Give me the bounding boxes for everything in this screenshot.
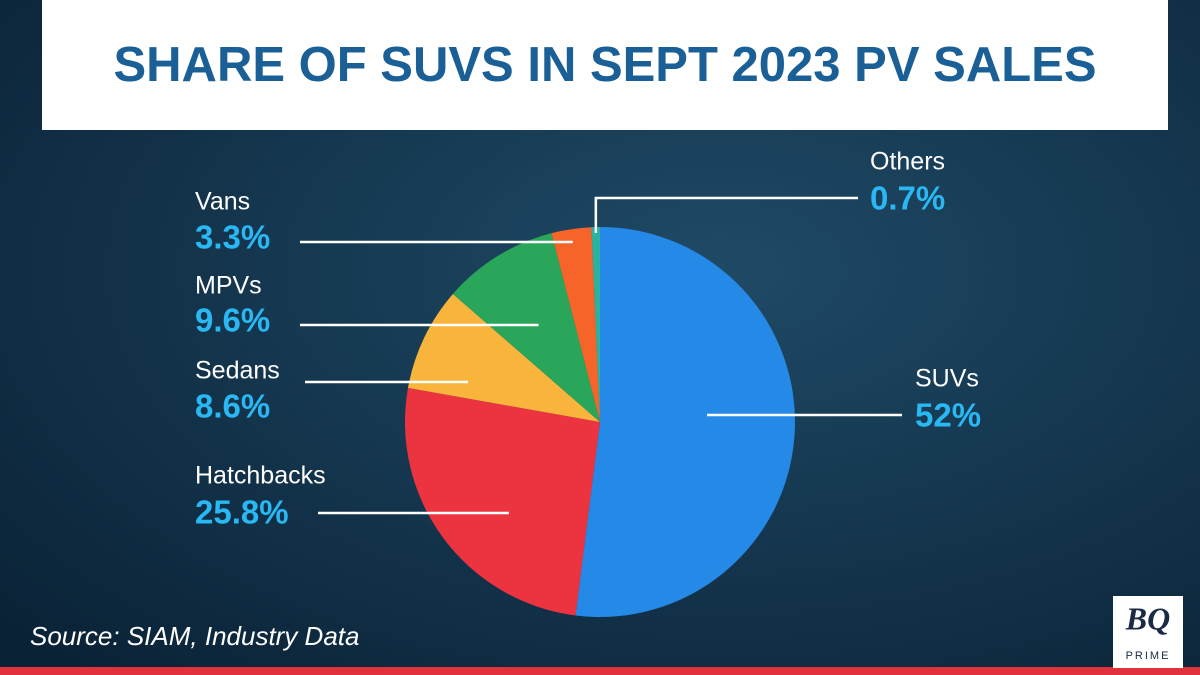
source: Source: SIAM, Industry Data: [30, 621, 359, 651]
slice-name: Hatchbacks: [195, 462, 326, 490]
slice-value: 8.6%: [195, 388, 270, 425]
title-banner: [42, 0, 1168, 130]
pie-slice: [575, 227, 795, 617]
pie-slice: [591, 227, 600, 422]
slice-value: 0.7%: [870, 180, 945, 217]
logo-name: PRIME: [1126, 650, 1171, 662]
slice-name: SUVs: [915, 365, 979, 393]
leader-line: [594, 196, 858, 233]
slice-value: 52%: [915, 397, 981, 434]
logo-mark: BQ: [1125, 600, 1170, 636]
logo-box: [1113, 596, 1183, 668]
pie-slice: [405, 387, 600, 616]
slice-name: Sedans: [195, 357, 280, 385]
pie-slice: [452, 233, 600, 422]
chart-title: SHARE OF SUVS IN SEPT 2023 PV SALES: [113, 38, 1096, 92]
slice-value: 3.3%: [195, 219, 270, 256]
pie-slice: [551, 227, 600, 422]
slice-name: Others: [870, 148, 945, 176]
slice-name: Vans: [195, 188, 250, 216]
slice-value: 9.6%: [195, 302, 270, 339]
bottom-stripe: [0, 667, 1200, 675]
slice-value: 25.8%: [195, 494, 289, 531]
slice-name: MPVs: [195, 272, 262, 300]
